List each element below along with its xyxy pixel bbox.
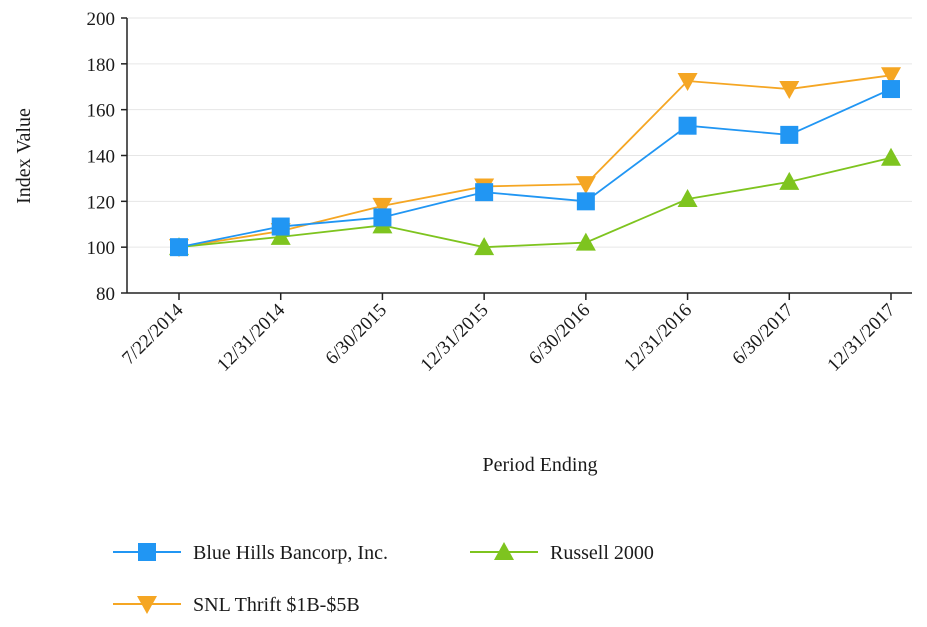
data-point bbox=[779, 81, 800, 100]
y-tick-label: 140 bbox=[87, 147, 116, 168]
data-point bbox=[372, 197, 393, 216]
data-point bbox=[780, 125, 799, 144]
data-point bbox=[575, 176, 596, 195]
series-layer bbox=[169, 67, 901, 258]
data-point bbox=[881, 67, 901, 86]
series-line bbox=[178, 156, 892, 249]
y-tick-label: 160 bbox=[87, 101, 116, 122]
legend-label: Blue Hills Bancorp, Inc. bbox=[193, 542, 388, 564]
data-point bbox=[373, 208, 392, 227]
y-tick-label: 200 bbox=[87, 9, 116, 30]
y-axis-label: Index Value bbox=[13, 108, 35, 204]
data-point bbox=[475, 183, 494, 202]
legend: Blue Hills Bancorp, Inc. Russell 2000 SNL … bbox=[113, 542, 654, 616]
data-point bbox=[170, 238, 188, 257]
legend-marker bbox=[138, 543, 156, 561]
data-point bbox=[677, 189, 698, 208]
data-point bbox=[576, 192, 595, 211]
x-tick-label: 12/31/2014 bbox=[213, 299, 289, 375]
series-0 bbox=[170, 80, 900, 257]
legend-marker bbox=[137, 596, 157, 614]
legend-marker bbox=[494, 542, 514, 560]
y-axis-ticks: 80 100 120 140 160 180 200 bbox=[87, 9, 127, 305]
legend-label: SNL Thrift $1B-$5B bbox=[193, 594, 360, 616]
y-tick-label: 120 bbox=[87, 192, 116, 213]
x-tick-label: 12/31/2017 bbox=[823, 300, 899, 376]
data-point bbox=[677, 73, 698, 92]
data-point bbox=[474, 237, 495, 256]
data-point bbox=[779, 171, 800, 190]
y-tick-label: 180 bbox=[87, 55, 116, 76]
y-tick-label: 100 bbox=[87, 238, 116, 259]
x-tick-label: 6/30/2016 bbox=[525, 300, 594, 369]
legend-item: SNL Thrift $1B-$5B bbox=[113, 594, 360, 616]
x-tick-label: 6/30/2015 bbox=[322, 300, 391, 369]
x-tick-label: 12/31/2016 bbox=[620, 300, 696, 376]
x-tick-label: 7/22/2014 bbox=[118, 299, 188, 369]
data-point bbox=[271, 217, 290, 236]
data-point bbox=[678, 116, 697, 135]
legend-item: Blue Hills Bancorp, Inc. bbox=[113, 542, 388, 564]
data-point bbox=[881, 147, 901, 166]
gridlines bbox=[127, 17, 912, 248]
legend-label: Russell 2000 bbox=[550, 542, 654, 564]
x-axis-label: Period Ending bbox=[483, 454, 598, 476]
y-tick-label: 80 bbox=[96, 284, 115, 305]
x-tick-label: 12/31/2015 bbox=[417, 300, 493, 376]
series-line bbox=[178, 88, 892, 249]
data-point bbox=[270, 226, 291, 245]
data-point bbox=[882, 80, 900, 99]
series-line bbox=[178, 74, 892, 249]
x-axis-ticks: 7/22/2014 12/31/2014 6/30/2015 12/31/2015 6/… bbox=[118, 293, 900, 376]
legend-item: Russell 2000 bbox=[470, 542, 654, 564]
x-tick-label: 6/30/2017 bbox=[728, 300, 797, 369]
data-point bbox=[575, 232, 596, 251]
